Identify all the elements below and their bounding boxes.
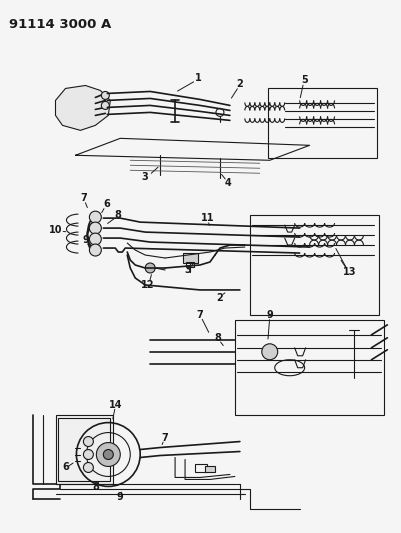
Bar: [235, 320, 385, 415]
Bar: [186, 262, 194, 267]
Text: 8: 8: [92, 482, 99, 492]
Circle shape: [103, 449, 113, 459]
Text: 13: 13: [343, 267, 356, 277]
Text: 91114 3000 A: 91114 3000 A: [9, 18, 111, 31]
Text: 2: 2: [237, 79, 243, 90]
Text: 1: 1: [194, 74, 201, 84]
Circle shape: [101, 101, 109, 109]
Text: 14: 14: [109, 400, 122, 410]
Text: 7: 7: [196, 310, 203, 320]
Circle shape: [145, 263, 155, 273]
Text: 3: 3: [185, 265, 191, 275]
Text: 7: 7: [162, 433, 168, 442]
Circle shape: [83, 437, 93, 447]
Bar: [268, 88, 377, 158]
Text: 9: 9: [117, 492, 124, 503]
Circle shape: [83, 463, 93, 472]
Circle shape: [262, 344, 278, 360]
Text: 5: 5: [301, 76, 308, 85]
Text: 12: 12: [142, 280, 155, 290]
Bar: [183, 253, 198, 263]
Text: 11: 11: [201, 213, 215, 223]
Bar: [205, 466, 215, 472]
Bar: [55, 415, 113, 484]
Circle shape: [89, 222, 101, 234]
Text: 8: 8: [115, 210, 122, 220]
Circle shape: [89, 233, 101, 245]
Circle shape: [101, 92, 109, 100]
Text: 9: 9: [266, 310, 273, 320]
Text: 2: 2: [217, 293, 223, 303]
Text: 3: 3: [142, 172, 148, 182]
Text: 4: 4: [225, 178, 231, 188]
Circle shape: [89, 244, 101, 256]
Bar: [250, 215, 379, 315]
Circle shape: [96, 442, 120, 466]
Text: 7: 7: [80, 193, 87, 203]
Bar: [195, 464, 207, 472]
Polygon shape: [55, 85, 110, 131]
Text: 6: 6: [62, 463, 69, 472]
Text: 8: 8: [215, 333, 221, 343]
Bar: [59, 417, 110, 481]
Text: 10: 10: [49, 225, 62, 235]
Circle shape: [89, 211, 101, 223]
Text: 6: 6: [103, 199, 110, 209]
Text: 9: 9: [82, 235, 89, 245]
Circle shape: [83, 449, 93, 459]
